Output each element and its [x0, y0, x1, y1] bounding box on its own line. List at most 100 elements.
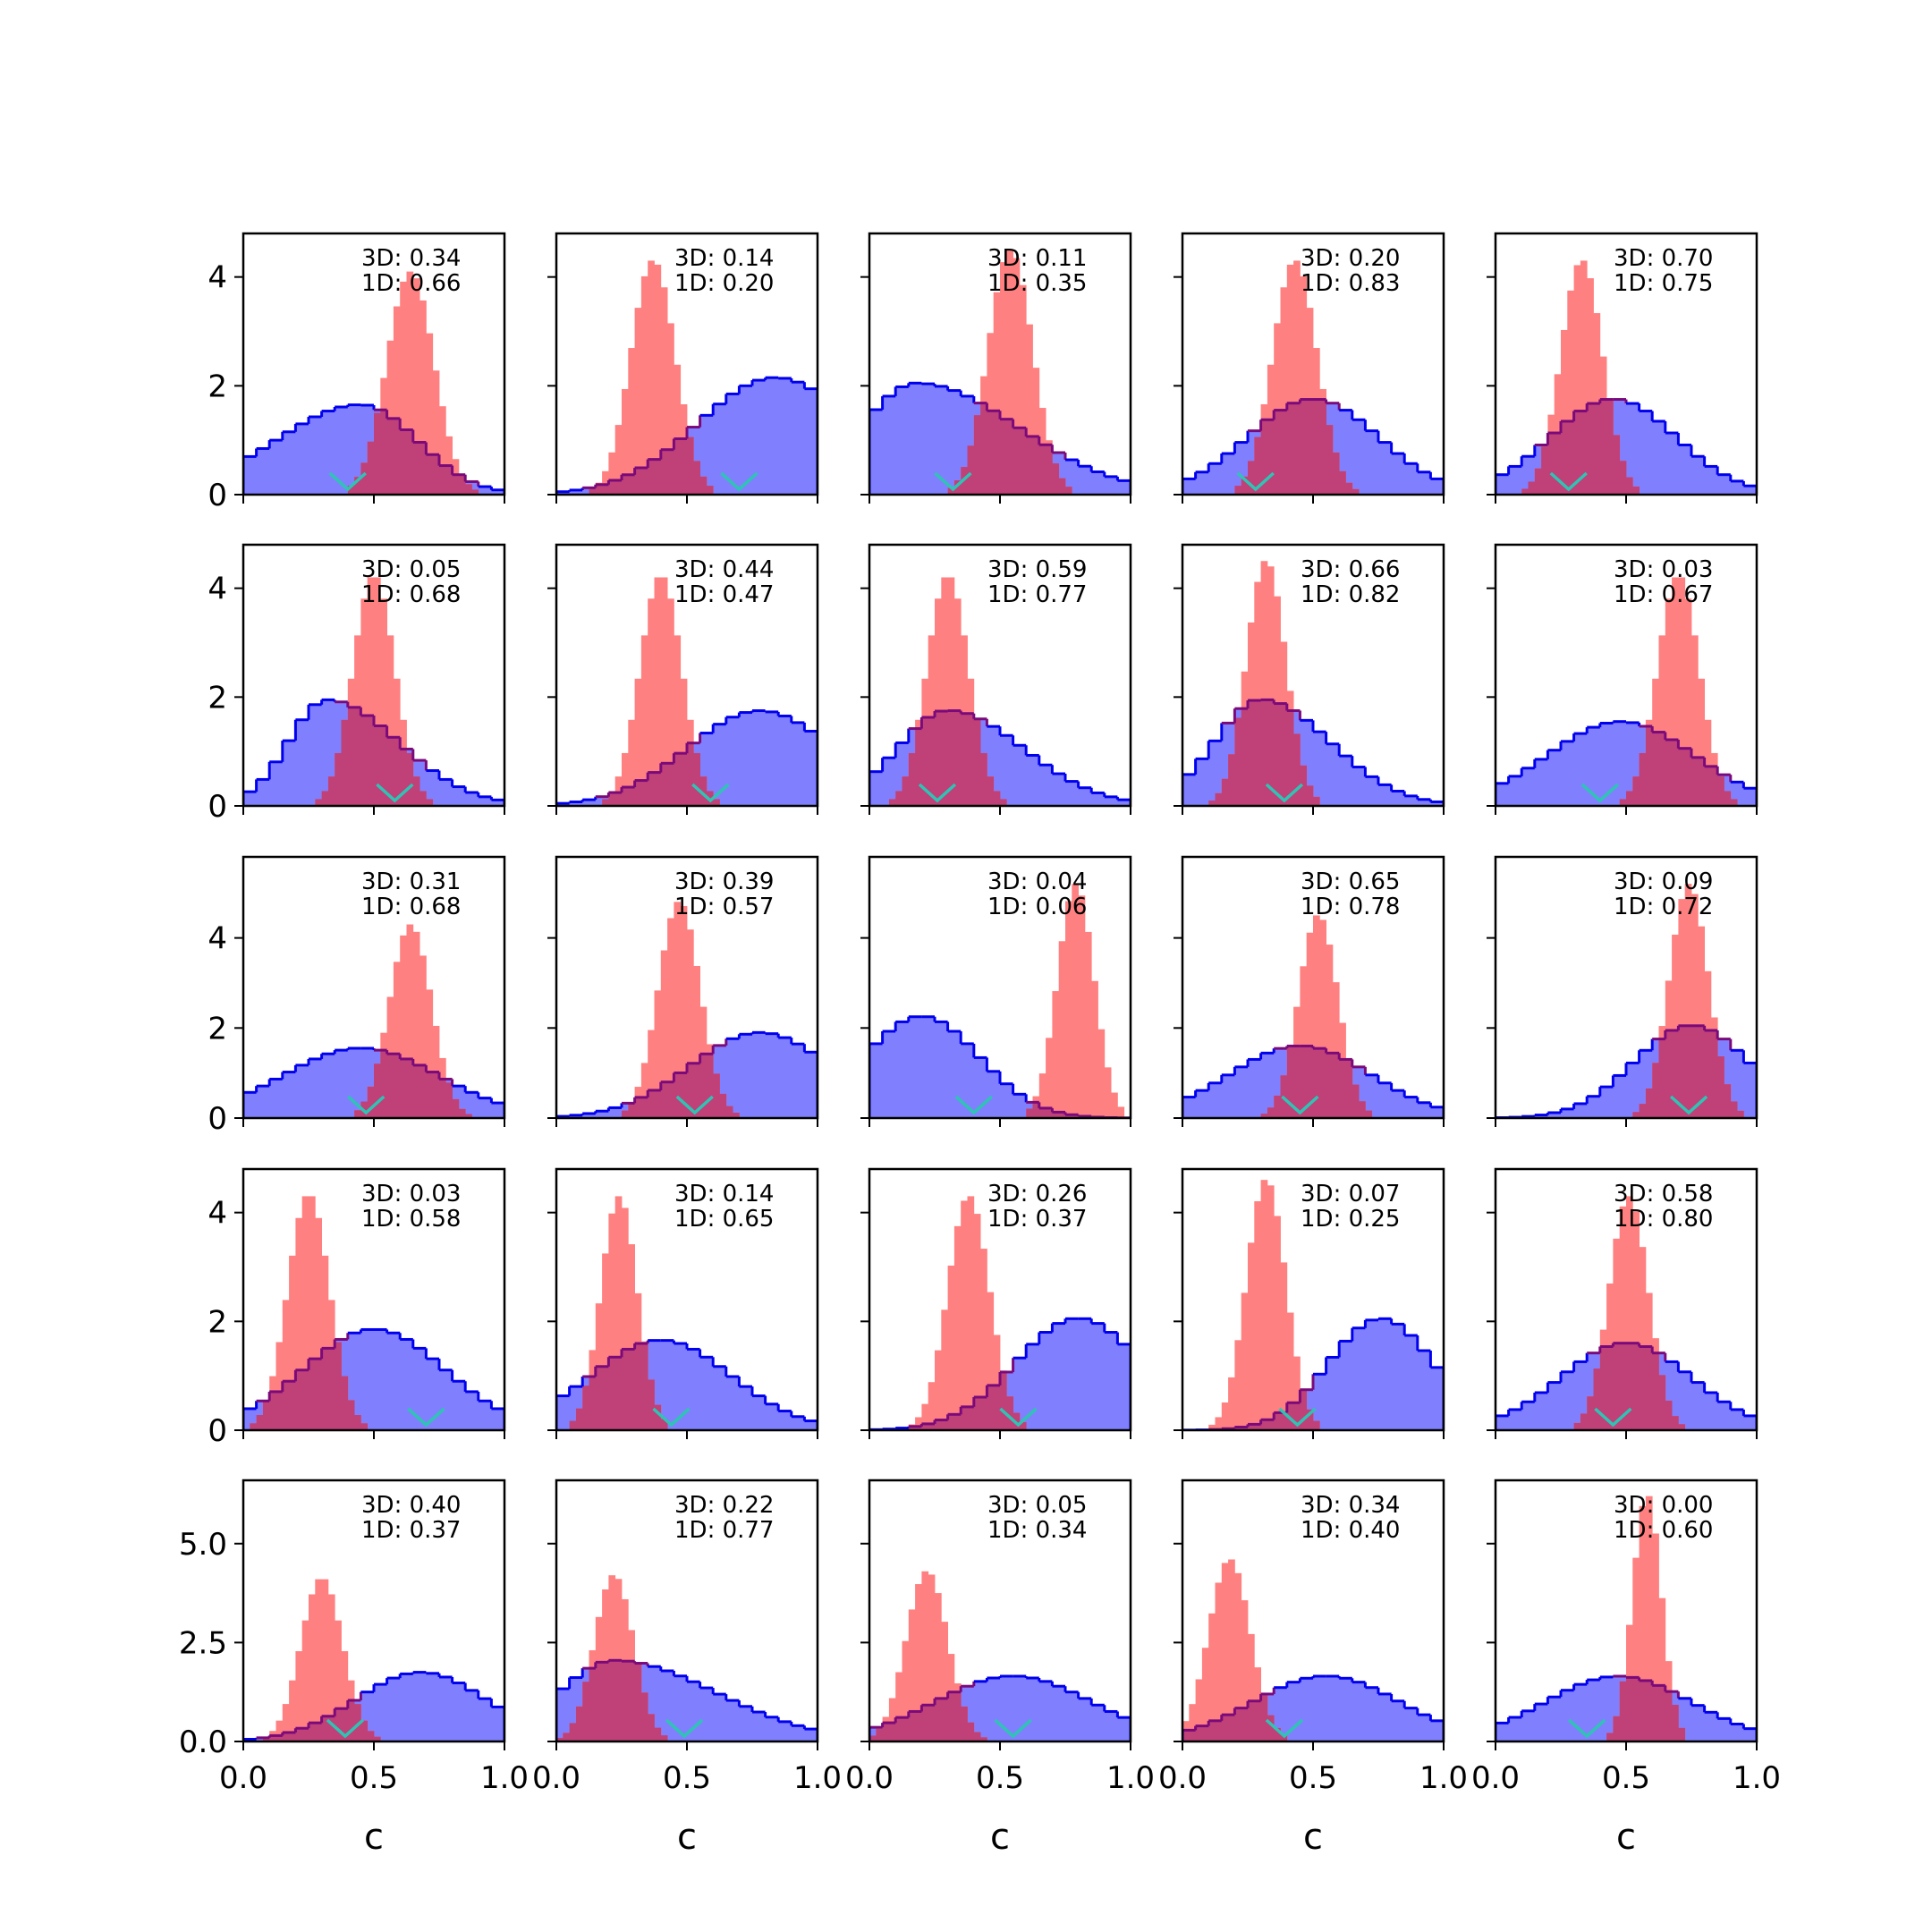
narrow-histogram-bar: [1267, 566, 1275, 806]
narrow-histogram-bar: [628, 1244, 635, 1430]
narrow-histogram-bar: [660, 950, 668, 1118]
overlap-bar: [947, 710, 955, 806]
narrow-histogram-bar: [674, 364, 682, 495]
label-1d: 1D: 0.83: [1301, 270, 1400, 297]
overlap-bar: [654, 1404, 662, 1430]
marker-v-icon: [1281, 1095, 1319, 1115]
overlap-bar: [360, 462, 369, 495]
overlap-bar: [374, 412, 381, 495]
narrow-histogram-bar: [608, 1575, 616, 1741]
overlap-bar: [1561, 420, 1568, 495]
overlap-bar: [634, 1097, 642, 1118]
narrow-histogram-bar: [1639, 1247, 1647, 1430]
overlap-bar: [622, 1110, 629, 1118]
narrow-histogram-bar: [1019, 284, 1027, 495]
overlap-bar: [412, 776, 420, 806]
overlap-bar: [1026, 1108, 1033, 1118]
narrow-histogram-bar: [282, 1704, 290, 1741]
label-3d: 3D: 0.70: [1614, 245, 1713, 272]
overlap-bar: [980, 1397, 987, 1430]
y-tick-label: 0.0: [179, 1724, 227, 1760]
overlap-bar: [1280, 1412, 1288, 1430]
overlap-bar: [1541, 446, 1548, 495]
overlap-bar: [471, 489, 479, 495]
y-tick-label: 5.0: [179, 1527, 227, 1563]
overlap-bar: [1234, 486, 1242, 495]
x-tick-label: 0.0: [1158, 1760, 1207, 1796]
narrow-histogram-bar: [973, 1214, 981, 1430]
narrow-histogram-bar: [654, 990, 662, 1118]
narrow-histogram-bar: [947, 1265, 955, 1430]
narrow-histogram-bar: [1313, 915, 1320, 1118]
narrow-histogram-bar: [406, 924, 414, 1118]
narrow-histogram-bar: [1248, 1242, 1255, 1430]
overlap-bar: [1730, 799, 1738, 806]
marker-v-icon: [918, 783, 957, 803]
overlap-bar: [1313, 796, 1320, 806]
narrow-histogram-bar: [301, 1196, 309, 1430]
narrow-histogram-bar: [1698, 926, 1705, 1118]
overlap-bar: [1619, 1681, 1627, 1741]
narrow-histogram-bar: [1248, 1633, 1255, 1741]
overlap-bar: [921, 1705, 929, 1741]
narrow-histogram-bar: [1234, 1572, 1242, 1741]
overlap-bar: [693, 752, 700, 806]
narrow-histogram-bar: [1678, 899, 1686, 1118]
overlap-bar: [1599, 1346, 1607, 1430]
overlap-bar: [315, 1723, 322, 1741]
y-tick-label: 2.5: [179, 1625, 227, 1661]
overlap-bar: [973, 1732, 981, 1741]
overlap-bar: [915, 728, 922, 806]
overlap-bar: [1678, 1025, 1686, 1118]
x-tick-label: 1.0: [1733, 1760, 1781, 1796]
overlap-bar: [1201, 1725, 1209, 1741]
overlap-bar: [967, 1406, 975, 1430]
narrow-histogram-bar: [987, 1292, 995, 1430]
marker-v-icon: [1265, 783, 1304, 803]
overlap-bar: [1613, 1343, 1621, 1430]
overlap-bar: [1228, 1715, 1235, 1741]
overlap-bar: [1052, 1112, 1060, 1118]
marker-v-icon: [376, 783, 414, 803]
narrow-histogram-bar: [1228, 1559, 1235, 1741]
marker-v-icon: [665, 1718, 704, 1739]
overlap-bar: [1339, 1059, 1346, 1118]
overlap-bar: [993, 791, 1001, 806]
overlap-bar: [1599, 399, 1607, 495]
x-tick-label: 0.0: [845, 1760, 894, 1796]
label-3d: 3D: 0.07: [1301, 1181, 1400, 1208]
narrow-histogram-bar: [1260, 561, 1268, 806]
narrow-histogram-bar: [935, 1350, 942, 1430]
overlap-bar: [1619, 1343, 1627, 1430]
overlap-bar: [706, 486, 714, 495]
overlap-bar: [1658, 1038, 1666, 1118]
overlap-bar: [1234, 1427, 1242, 1430]
overlap-bar: [1019, 1421, 1027, 1430]
overlap-bar: [1724, 1084, 1732, 1118]
overlap-bar: [1678, 1727, 1686, 1741]
y-tick-label: 2: [208, 1304, 227, 1340]
overlap-bar: [634, 467, 642, 495]
overlap-bar: [1293, 402, 1301, 495]
narrow-histogram-bar: [432, 370, 440, 495]
label-3d: 3D: 0.22: [674, 1492, 774, 1519]
overlap-bar: [608, 1660, 616, 1741]
overlap-bar: [935, 1419, 942, 1430]
overlap-bar: [1639, 1104, 1647, 1118]
overlap-bar: [1672, 1030, 1679, 1118]
overlap-bar: [458, 474, 466, 495]
overlap-bar: [1280, 410, 1288, 495]
narrow-histogram-bar: [640, 275, 648, 495]
label-3d: 3D: 0.00: [1614, 1492, 1713, 1519]
overlap-bar: [628, 787, 635, 806]
overlap-bar: [1006, 419, 1013, 495]
overlap-bar: [432, 454, 440, 495]
overlap-bar: [1306, 1046, 1314, 1118]
